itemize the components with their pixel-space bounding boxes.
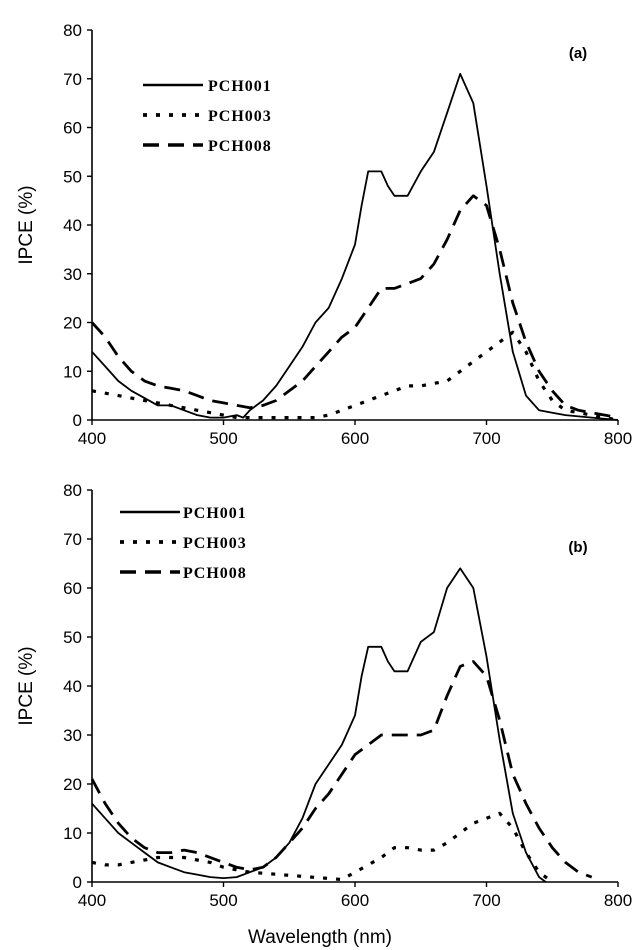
legend-label-pch008: PCH008 xyxy=(183,565,247,582)
series-line-pch003 xyxy=(91,811,554,884)
y-tick-label: 80 xyxy=(63,481,82,500)
legend: PCH001 PCH003 PCH008 xyxy=(120,505,247,582)
chart-panel-b: 0 10 20 30 40 50 60 70 80 400 500 600 700 800 IPCE (%)… xyxy=(16,481,632,910)
y-tick-label: 40 xyxy=(63,216,82,235)
y-tick-label: 70 xyxy=(63,530,82,549)
y-tick-label: 20 xyxy=(63,314,82,333)
x-tick-label: 700 xyxy=(472,891,500,910)
x-tick-label: 400 xyxy=(78,429,106,448)
y-tick-label: 30 xyxy=(63,726,82,745)
y-tick-label: 0 xyxy=(73,411,82,430)
y-tick-label: 0 xyxy=(73,873,82,892)
x-tick-label: 800 xyxy=(604,429,632,448)
y-tick-label: 40 xyxy=(63,677,82,696)
legend-label-pch008: PCH008 xyxy=(208,138,272,155)
x-tick-label: 600 xyxy=(341,429,369,448)
series-line-pch001 xyxy=(91,73,619,421)
x-axis-title: Wavelength (nm) xyxy=(248,927,392,948)
legend: PCH001 PCH003 PCH008 xyxy=(143,78,272,155)
x-tick-label: 800 xyxy=(604,891,632,910)
series-line-pch001 xyxy=(91,567,547,883)
series-line-pch008 xyxy=(90,660,593,879)
y-tick-label: 30 xyxy=(63,265,82,284)
y-tick-label: 80 xyxy=(63,21,82,40)
chart-panel-a: 0 10 20 30 40 50 60 70 80 400 500 600 700 800 IPCE (%)… xyxy=(16,21,632,448)
y-tick-label: 60 xyxy=(63,119,82,138)
legend-label-pch003: PCH003 xyxy=(208,108,272,125)
x-tick-label: 700 xyxy=(472,429,500,448)
legend-label-pch001: PCH001 xyxy=(183,505,247,522)
y-tick-label: 60 xyxy=(63,579,82,598)
y-tick-label: 20 xyxy=(63,775,82,794)
x-tick-label: 400 xyxy=(78,891,106,910)
legend-label-pch001: PCH001 xyxy=(208,78,272,95)
panel-label: (b) xyxy=(568,539,587,556)
x-tick-label: 500 xyxy=(209,891,237,910)
x-tick-label: 500 xyxy=(209,429,237,448)
legend-label-pch003: PCH003 xyxy=(183,535,247,552)
x-tick-label: 600 xyxy=(341,891,369,910)
series-line-pch008 xyxy=(90,194,619,419)
series-line-pch003 xyxy=(91,330,619,422)
y-tick-label: 70 xyxy=(63,70,82,89)
y-tick-label: 10 xyxy=(63,362,82,381)
y-axis-title: IPCE (%) xyxy=(16,185,37,264)
panel-label: (a) xyxy=(569,45,587,62)
y-tick-label: 50 xyxy=(63,167,82,186)
y-tick-label: 10 xyxy=(63,824,82,843)
y-axis-title: IPCE (%) xyxy=(16,646,37,725)
y-tick-label: 50 xyxy=(63,628,82,647)
